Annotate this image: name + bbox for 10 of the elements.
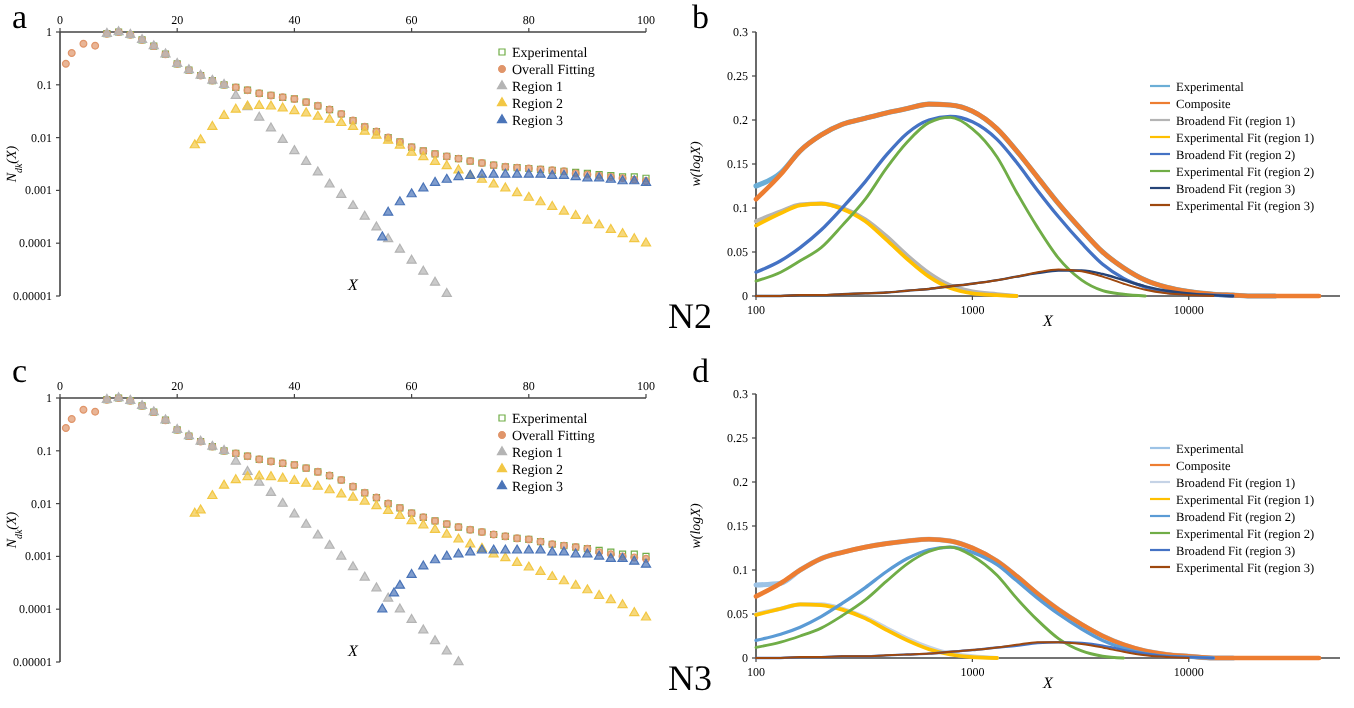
chart-title: c (12, 352, 28, 390)
text: N3 (668, 658, 712, 698)
x-axis-title: X (346, 276, 361, 294)
x-axis-title: X (1041, 312, 1056, 330)
text: N2 (668, 296, 712, 336)
chart-title: d (692, 352, 710, 390)
x-axis-title: X (1041, 674, 1056, 692)
x-axis-title: X (346, 642, 361, 660)
chart-title: b (692, 0, 709, 36)
chart-title: a (12, 0, 28, 36)
